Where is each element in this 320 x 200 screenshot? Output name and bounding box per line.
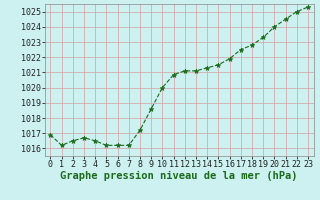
X-axis label: Graphe pression niveau de la mer (hPa): Graphe pression niveau de la mer (hPa) — [60, 171, 298, 181]
